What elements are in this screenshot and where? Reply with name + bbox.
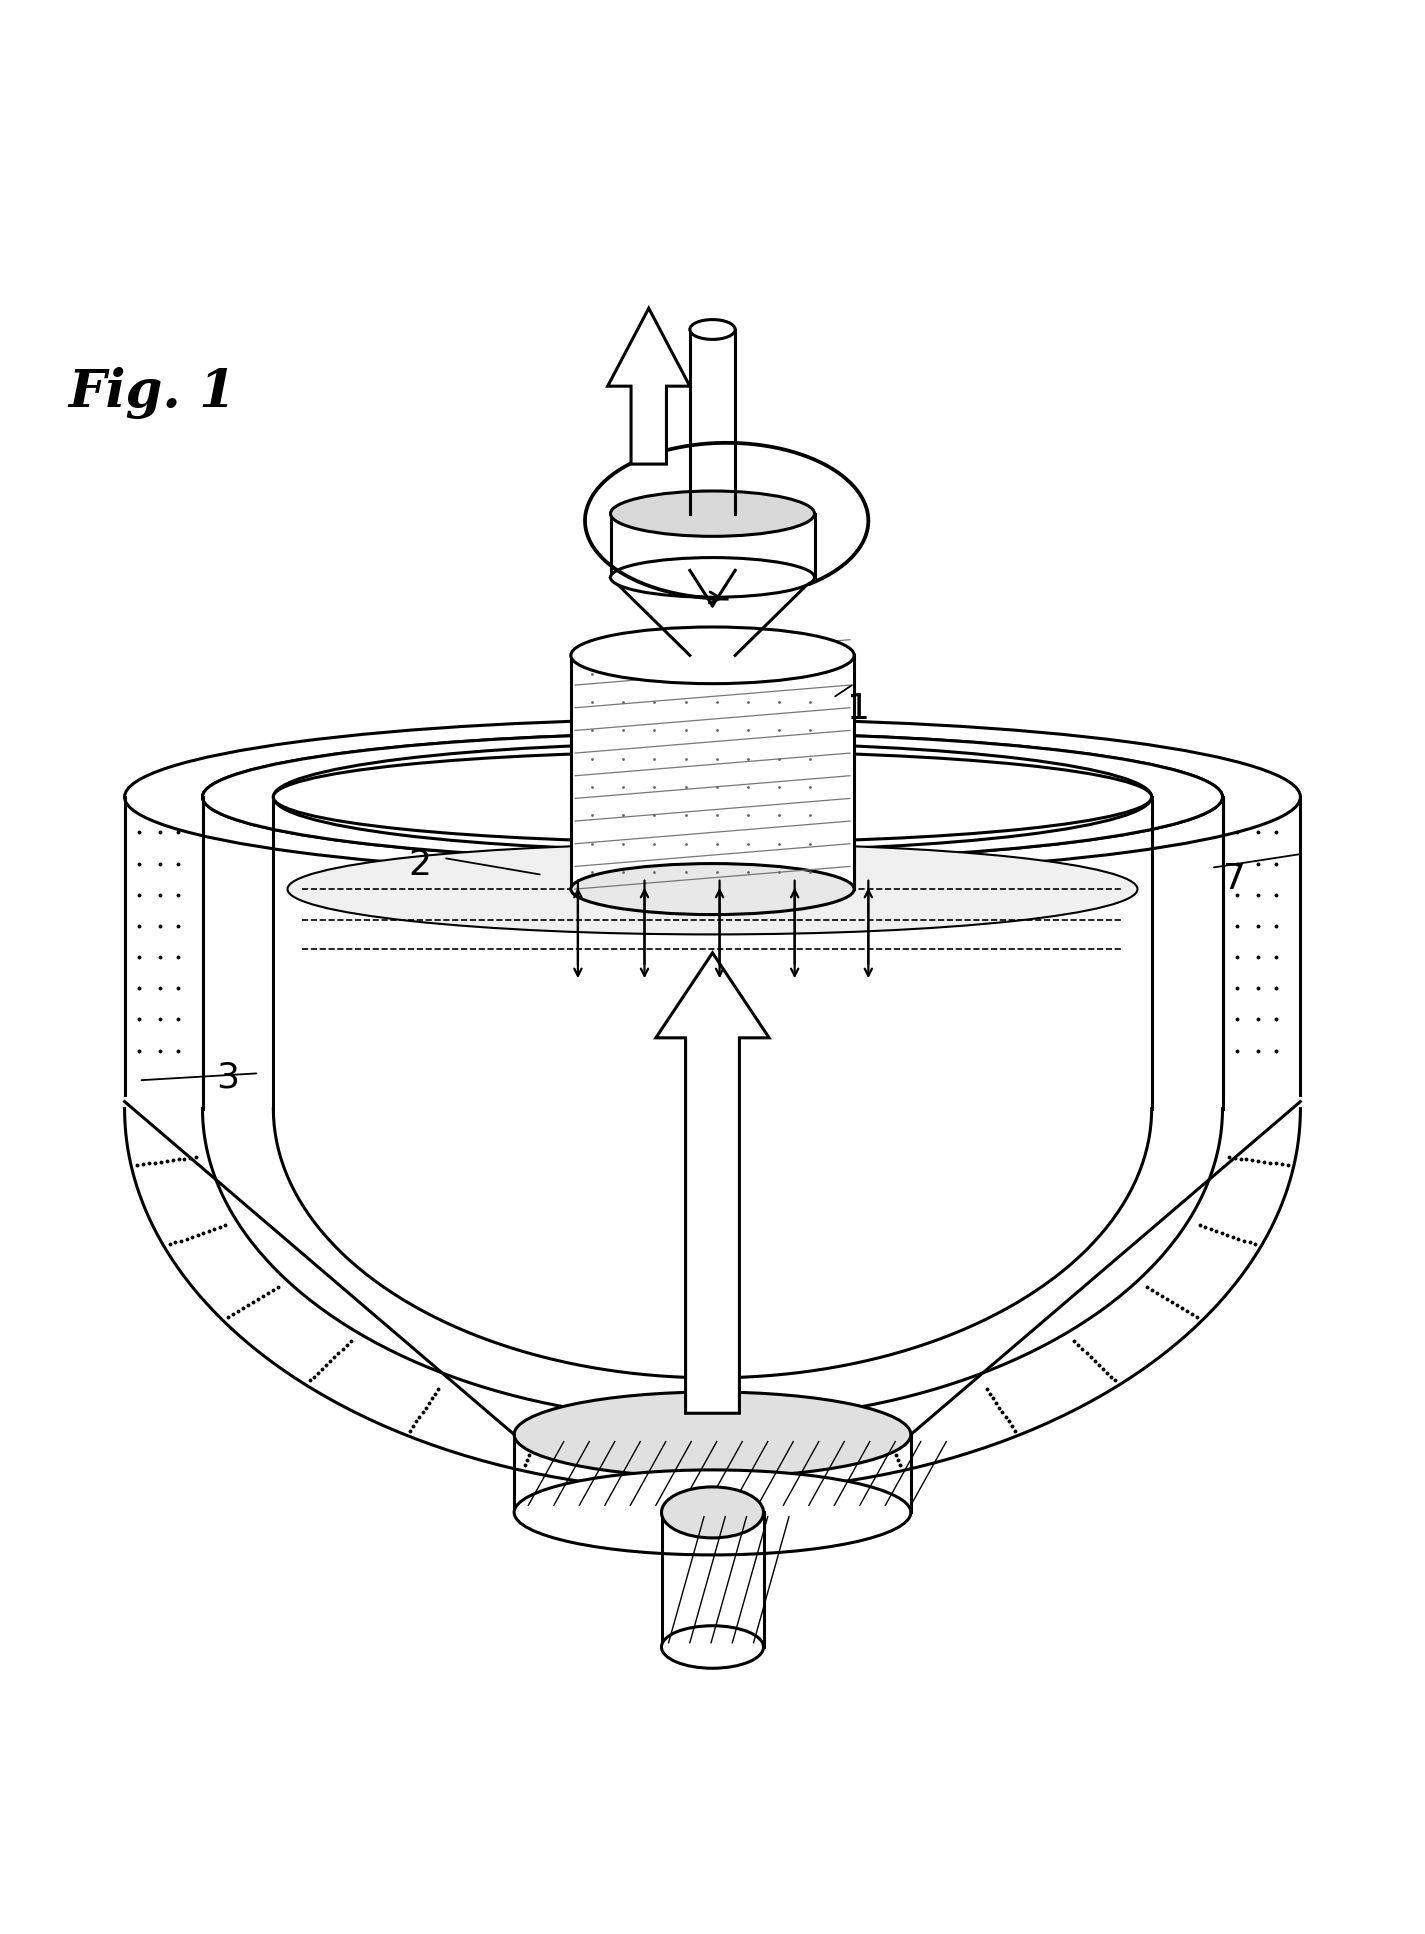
Ellipse shape	[610, 557, 815, 598]
Ellipse shape	[274, 743, 1151, 851]
Text: 2: 2	[408, 847, 430, 882]
Ellipse shape	[274, 752, 1151, 843]
Ellipse shape	[124, 719, 1301, 874]
Ellipse shape	[288, 843, 1137, 934]
Ellipse shape	[571, 627, 854, 683]
Ellipse shape	[571, 864, 854, 915]
FancyArrow shape	[607, 308, 690, 464]
Ellipse shape	[514, 1470, 911, 1555]
Ellipse shape	[661, 1626, 764, 1669]
Text: 1: 1	[846, 692, 871, 725]
Ellipse shape	[202, 733, 1223, 861]
Text: 7: 7	[1223, 863, 1245, 895]
Ellipse shape	[202, 733, 1223, 861]
Text: 3: 3	[217, 1060, 239, 1095]
Ellipse shape	[610, 491, 815, 536]
FancyArrow shape	[656, 953, 770, 1414]
Ellipse shape	[661, 1487, 764, 1538]
Ellipse shape	[690, 319, 735, 338]
Text: Fig. 1: Fig. 1	[68, 367, 235, 420]
Bar	[571, 656, 854, 890]
Ellipse shape	[514, 1392, 911, 1478]
